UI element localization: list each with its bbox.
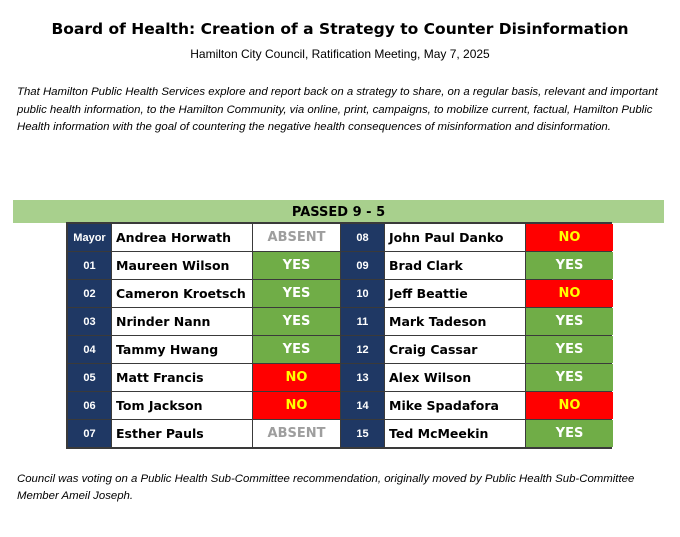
seat-number: 08: [341, 224, 384, 251]
councillor-name: Tom Jackson: [112, 392, 252, 419]
councillor-name: Mark Tadeson: [385, 308, 525, 335]
seat-number: 11: [341, 308, 384, 335]
vote-value: YES: [526, 364, 613, 391]
motion-text: That Hamilton Public Health Services exp…: [17, 86, 658, 133]
vote-value: NO: [253, 364, 340, 391]
vote-value: ABSENT: [253, 224, 340, 251]
councillor-name: Mike Spadafora: [385, 392, 525, 419]
councillor-name: Alex Wilson: [385, 364, 525, 391]
seat-number: 02: [68, 280, 111, 307]
councillor-name: Cameron Kroetsch: [112, 280, 252, 307]
vote-value: YES: [526, 252, 613, 279]
seat-number: 01: [68, 252, 111, 279]
seat-number: 12: [341, 336, 384, 363]
vote-value: NO: [253, 392, 340, 419]
page-subtitle: Hamilton City Council, Ratification Meet…: [190, 47, 490, 61]
vote-value: YES: [526, 336, 613, 363]
councillor-name: Nrinder Nann: [112, 308, 252, 335]
seat-number: 10: [341, 280, 384, 307]
seat-number: 09: [341, 252, 384, 279]
vote-value: ABSENT: [253, 420, 340, 447]
seat-number: 13: [341, 364, 384, 391]
seat-number: 15: [341, 420, 384, 447]
seat-number: 14: [341, 392, 384, 419]
councillor-name: Jeff Beattie: [385, 280, 525, 307]
seat-number: 04: [68, 336, 111, 363]
footer-note: Council was voting on a Public Health Su…: [17, 473, 635, 502]
councillor-name: Craig Cassar: [385, 336, 525, 363]
councillor-name: Matt Francis: [112, 364, 252, 391]
vote-value: NO: [526, 224, 613, 251]
councillor-name: Esther Pauls: [112, 420, 252, 447]
councillor-name: Tammy Hwang: [112, 336, 252, 363]
vote-value: YES: [253, 336, 340, 363]
councillor-name: Ted McMeekin: [385, 420, 525, 447]
seat-number: 03: [68, 308, 111, 335]
seat-number: Mayor: [68, 224, 111, 251]
seat-number: 05: [68, 364, 111, 391]
councillor-name: Maureen Wilson: [112, 252, 252, 279]
councillor-name: John Paul Danko: [385, 224, 525, 251]
councillor-name: Andrea Horwath: [112, 224, 252, 251]
seat-number: 07: [68, 420, 111, 447]
result-banner: [13, 200, 664, 223]
councillor-name: Brad Clark: [385, 252, 525, 279]
vote-table: Mayor Andrea Horwath ABSENT 08 John Paul…: [66, 222, 613, 449]
result-text: PASSED 9 - 5: [291, 205, 386, 220]
vote-value: YES: [253, 252, 340, 279]
vote-value: YES: [526, 308, 613, 335]
seat-number: 06: [68, 392, 111, 419]
vote-value: YES: [253, 280, 340, 307]
vote-value: NO: [526, 280, 613, 307]
vote-value: YES: [526, 420, 613, 447]
vote-value: YES: [253, 308, 340, 335]
page-title: Board of Health: Creation of a Strategy …: [51, 20, 629, 38]
vote-value: NO: [526, 392, 613, 419]
